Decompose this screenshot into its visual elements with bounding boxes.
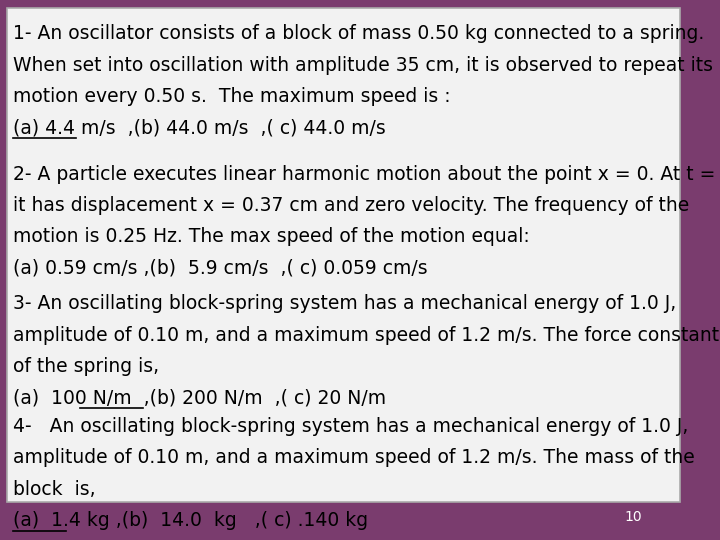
Text: block  is,: block is, [13,480,96,498]
Text: 1- An oscillator consists of a block of mass 0.50 kg connected to a spring.: 1- An oscillator consists of a block of … [13,24,704,43]
Text: amplitude of 0.10 m, and a maximum speed of 1.2 m/s. The force constant: amplitude of 0.10 m, and a maximum speed… [13,326,719,345]
Text: (a) 4.4 m/s  ,(b) 44.0 m/s  ,( c) 44.0 m/s: (a) 4.4 m/s ,(b) 44.0 m/s ,( c) 44.0 m/s [13,118,386,137]
Text: motion is 0.25 Hz. The max speed of the motion equal:: motion is 0.25 Hz. The max speed of the … [13,227,530,246]
Text: 10: 10 [625,510,642,524]
Text: When set into oscillation with amplitude 35 cm, it is observed to repeat its: When set into oscillation with amplitude… [13,56,713,75]
Text: 3- An oscillating block-spring system has a mechanical energy of 1.0 J,: 3- An oscillating block-spring system ha… [13,294,676,313]
Text: of the spring is,: of the spring is, [13,357,159,376]
Text: (a) 0.59 cm/s ,(b)  5.9 cm/s  ,( c) 0.059 cm/s: (a) 0.59 cm/s ,(b) 5.9 cm/s ,( c) 0.059 … [13,259,428,278]
Text: (a)  100 N/m  ,(b) 200 N/m  ,( c) 20 N/m: (a) 100 N/m ,(b) 200 N/m ,( c) 20 N/m [13,388,386,407]
Text: motion every 0.50 s.  The maximum speed is :: motion every 0.50 s. The maximum speed i… [13,87,451,106]
Text: amplitude of 0.10 m, and a maximum speed of 1.2 m/s. The mass of the: amplitude of 0.10 m, and a maximum speed… [13,448,695,467]
Text: 2- A particle executes linear harmonic motion about the point x = 0. At t = 0,: 2- A particle executes linear harmonic m… [13,165,720,184]
Text: (a)  1.4 kg ,(b)  14.0  kg   ,( c) .140 kg: (a) 1.4 kg ,(b) 14.0 kg ,( c) .140 kg [13,511,368,530]
Text: 4-   An oscillating block-spring system has a mechanical energy of 1.0 J,: 4- An oscillating block-spring system ha… [13,417,688,436]
Text: it has displacement x = 0.37 cm and zero velocity. The frequency of the: it has displacement x = 0.37 cm and zero… [13,196,689,215]
